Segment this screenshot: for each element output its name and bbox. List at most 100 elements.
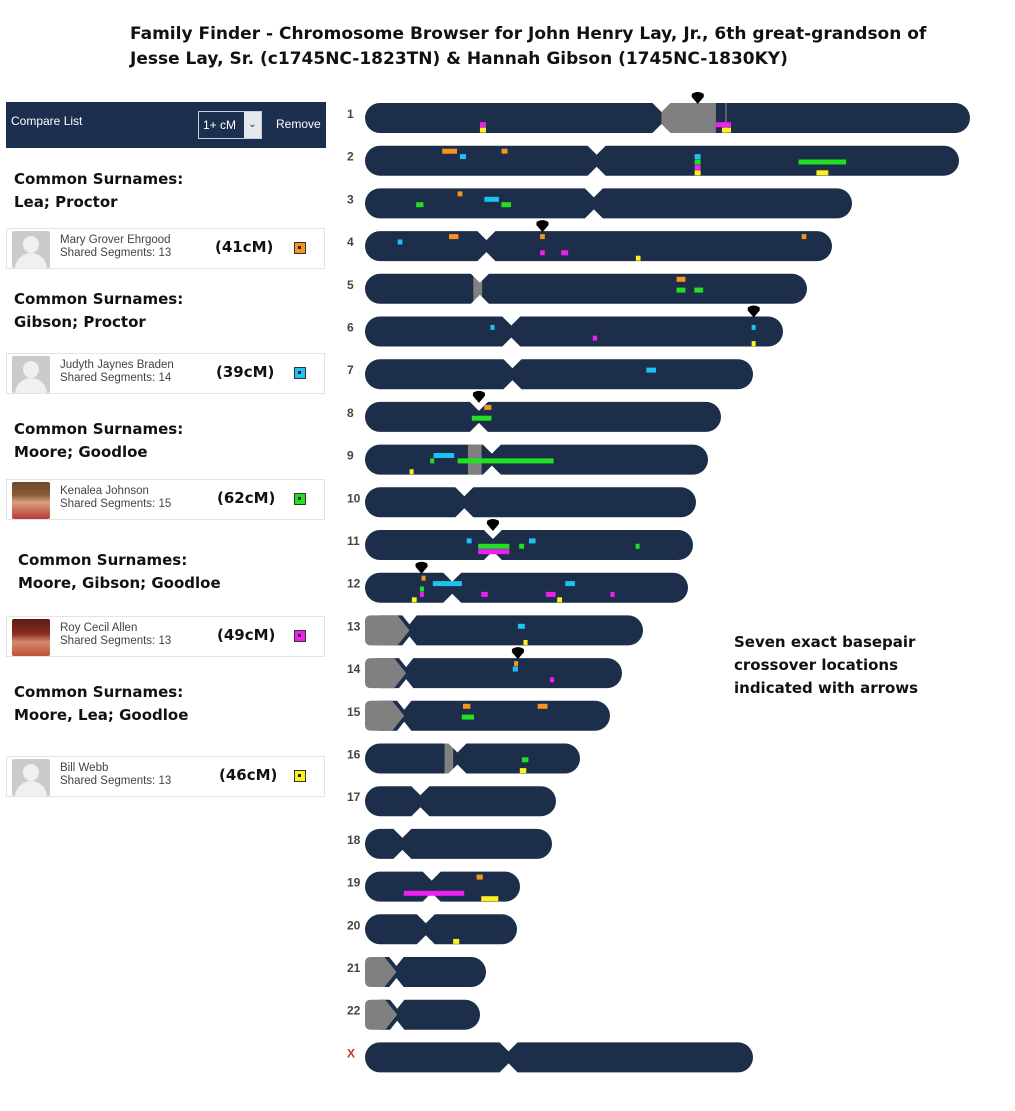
centromere-notch <box>398 657 415 668</box>
chromosome-label: 2 <box>347 150 354 164</box>
chromosome-label: 20 <box>347 918 361 932</box>
shared-segment <box>416 202 424 208</box>
chromosome-bar <box>365 572 688 603</box>
chromosome-bar <box>365 145 959 176</box>
crossover-arrow-icon <box>511 647 524 660</box>
match-name[interactable]: Mary Grover Ehrgood <box>60 234 171 246</box>
shared-segment <box>521 757 529 763</box>
shared-cm: (49cM) <box>217 626 276 644</box>
shared-segment <box>419 586 424 592</box>
centromere-notch <box>415 913 436 924</box>
chromosome-label: 15 <box>347 705 361 719</box>
shared-segment <box>676 276 686 282</box>
chromosome-bar <box>365 743 580 774</box>
shared-segment <box>479 122 486 128</box>
centromere-notch <box>415 935 436 946</box>
match-row[interactable]: Roy Cecil Allen Shared Segments: 13 (49c… <box>6 616 325 657</box>
centromere-notch <box>468 400 489 411</box>
shared-segment <box>540 234 545 240</box>
match-color-checkbox[interactable] <box>294 770 306 782</box>
note-line-1: Seven exact basepair <box>734 633 916 651</box>
chromosome-label: 4 <box>347 235 354 249</box>
match-color-checkbox[interactable] <box>294 630 306 642</box>
shared-segment <box>403 890 465 896</box>
centromere-notch <box>398 679 415 690</box>
match-name[interactable]: Judyth Jaynes Braden <box>60 359 174 371</box>
shared-segment <box>550 677 555 683</box>
shared-segment <box>646 367 656 373</box>
match-row[interactable]: Mary Grover Ehrgood Shared Segments: 13 … <box>6 228 325 269</box>
shared-segment <box>481 896 499 902</box>
centromere-notch <box>583 209 604 220</box>
remove-button[interactable]: Remove <box>276 117 321 131</box>
centromere-notch <box>468 422 489 433</box>
shared-segment <box>635 543 640 549</box>
cm-threshold-select[interactable]: 1+ cM ⌄ <box>198 111 262 139</box>
chromosome-label: 16 <box>347 748 361 762</box>
centromere-region <box>365 615 410 646</box>
chromosome-bar <box>365 999 480 1030</box>
chevron-down-icon[interactable]: ⌄ <box>244 112 261 138</box>
match-row[interactable]: Judyth Jaynes Braden Shared Segments: 14… <box>6 353 325 394</box>
shared-segment <box>514 661 519 667</box>
match-name[interactable]: Kenalea Johnson <box>60 485 149 497</box>
centromere-region <box>365 957 397 987</box>
centromere-region <box>365 700 405 731</box>
chromosome-bar <box>365 957 486 987</box>
surnames-list: Gibson; Proctor <box>14 313 146 331</box>
cm-threshold-value: 1+ cM <box>203 118 237 132</box>
centromere-notch <box>583 187 604 198</box>
blank-avatar-icon <box>12 356 50 393</box>
match-color-checkbox[interactable] <box>294 493 306 505</box>
chromosome-bar <box>365 828 552 859</box>
centromere-region <box>365 658 407 689</box>
shared-segments: Shared Segments: 15 <box>60 498 172 510</box>
shared-segment <box>397 239 403 245</box>
shared-segment <box>409 469 414 475</box>
surnames-list: Moore, Gibson; Goodloe <box>18 574 221 592</box>
chromosome-label: 13 <box>347 619 361 633</box>
shared-segment <box>484 404 492 410</box>
centromere-notch <box>442 593 463 604</box>
shared-segment <box>501 148 508 154</box>
match-color-checkbox[interactable] <box>294 242 306 254</box>
shared-cm: (62cM) <box>217 489 276 507</box>
centromere-notch <box>410 785 431 796</box>
chromosome-bar <box>365 359 753 390</box>
shared-segment <box>751 324 756 330</box>
centromere-notch <box>501 315 522 326</box>
shared-segment <box>449 234 459 240</box>
blank-avatar-icon <box>12 231 50 268</box>
page-title: Family Finder - Chromosome Browser for J… <box>130 22 926 72</box>
match-row[interactable]: Kenalea Johnson Shared Segments: 15 (62c… <box>6 479 325 520</box>
match-row[interactable]: Bill Webb Shared Segments: 13 (46cM) <box>6 756 325 797</box>
centromere-notch <box>421 870 442 881</box>
shared-segment <box>694 164 701 170</box>
shared-cm: (46cM) <box>219 766 278 784</box>
centromere-notch <box>392 849 413 860</box>
centromere-notch <box>389 1020 406 1031</box>
match-color-checkbox[interactable] <box>294 367 306 379</box>
heterochromatin-band <box>444 743 454 774</box>
chromosome-bar <box>365 487 696 518</box>
chromosome-bar <box>365 188 852 219</box>
chromosome-label: 10 <box>347 491 361 505</box>
shared-segment <box>635 255 641 261</box>
shared-segment <box>457 191 463 197</box>
chromosome-bar <box>365 273 807 304</box>
surnames-heading: Common Surnames: <box>14 420 184 438</box>
centromere-notch <box>586 166 607 177</box>
match-name[interactable]: Bill Webb <box>60 762 109 774</box>
centromere-notch <box>447 764 468 775</box>
boundary-line <box>724 103 727 133</box>
shared-segment <box>481 591 488 597</box>
shared-segment <box>694 154 701 160</box>
shared-segment <box>419 591 424 597</box>
match-name[interactable]: Roy Cecil Allen <box>60 622 138 634</box>
shared-segment <box>463 703 471 709</box>
common-surnames-3: Common Surnames: Moore; Goodloe <box>14 418 183 464</box>
title-line-2: Jesse Lay, Sr. (c1745NC-1823TN) & Hannah… <box>130 49 788 69</box>
shared-segment <box>457 458 554 464</box>
shared-segment <box>565 581 575 587</box>
